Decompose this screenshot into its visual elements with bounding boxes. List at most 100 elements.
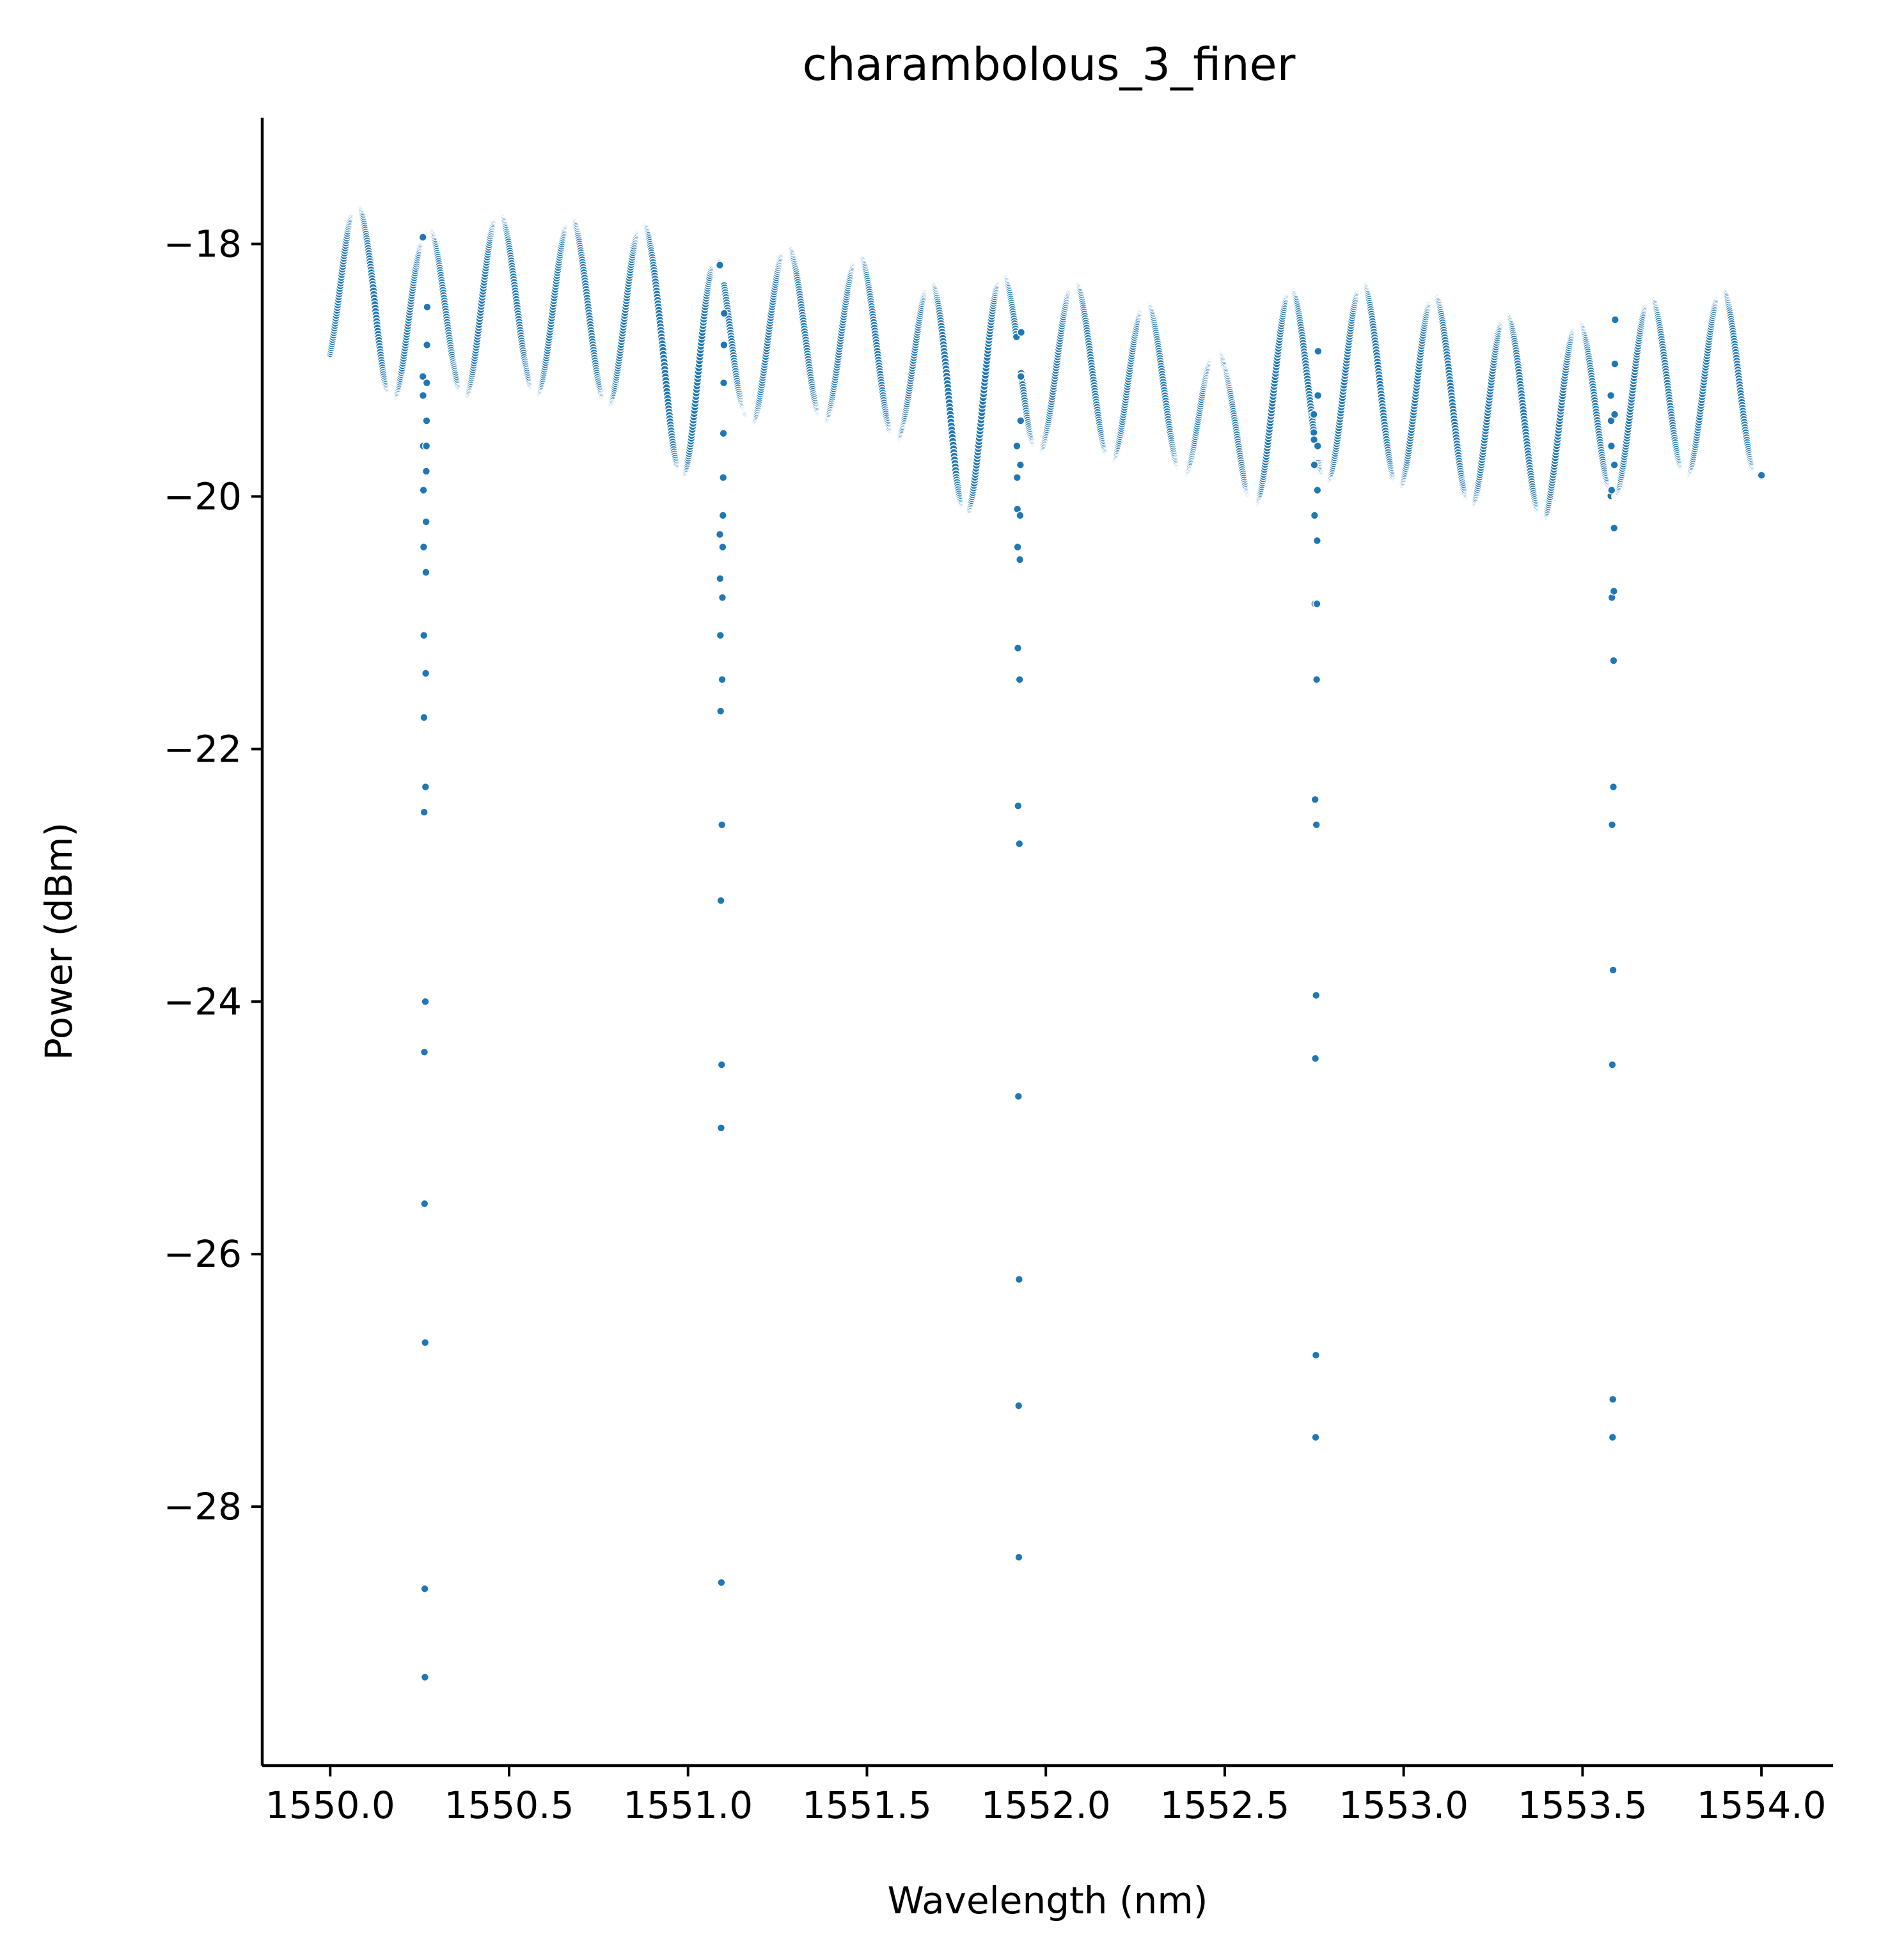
data-point [420, 1199, 429, 1209]
data-point [716, 631, 725, 640]
data-point [420, 1047, 429, 1057]
data-point [1310, 460, 1319, 469]
data-point [1313, 441, 1322, 451]
data-point [421, 997, 430, 1007]
data-point [1014, 1401, 1023, 1410]
data-point [715, 529, 725, 539]
data-point [423, 302, 432, 312]
data-point [1314, 347, 1323, 356]
data-point [418, 391, 428, 400]
data-point [719, 428, 728, 438]
data-point [1309, 410, 1318, 419]
data-point [717, 1578, 726, 1587]
data-point [1313, 485, 1322, 495]
y-tick-label: −26 [164, 1232, 242, 1276]
data-point [1013, 542, 1022, 552]
data-point [718, 542, 727, 552]
data-point [1757, 471, 1766, 480]
data-point [1607, 485, 1616, 495]
data-point [1311, 1351, 1321, 1360]
data-point [718, 675, 727, 684]
data-point [422, 340, 432, 350]
data-point [419, 485, 428, 495]
data-point [1609, 966, 1617, 975]
data-point [717, 820, 727, 829]
data-point [1016, 511, 1025, 520]
data-point [1606, 391, 1616, 400]
x-tick-label: 1552.0 [981, 1784, 1111, 1827]
data-point [1312, 991, 1321, 1000]
y-tick-label: −18 [164, 222, 242, 265]
data-point [1610, 359, 1619, 368]
points-layer [326, 200, 1766, 1682]
data-point [1014, 1092, 1023, 1101]
data-point [422, 378, 432, 388]
data-point [1311, 1432, 1320, 1442]
data-point [1012, 441, 1021, 451]
data-point [1610, 315, 1620, 324]
data-point [717, 1060, 727, 1069]
y-tick-label: −20 [164, 474, 242, 518]
data-point [716, 707, 725, 716]
data-point [719, 378, 728, 388]
data-point [718, 473, 728, 482]
data-point [1309, 428, 1318, 437]
data-point [1310, 795, 1319, 804]
data-point [1312, 820, 1321, 829]
data-point [420, 1673, 430, 1682]
data-point [1610, 460, 1619, 469]
data-point [716, 574, 725, 583]
data-point [1015, 555, 1025, 564]
data-point [1312, 599, 1321, 609]
data-point [718, 593, 727, 602]
data-point [421, 782, 430, 792]
data-point [420, 713, 429, 722]
data-point [1012, 473, 1022, 482]
data-point [716, 896, 725, 906]
data-point [421, 467, 431, 476]
data-point [1310, 511, 1319, 520]
data-point [1609, 523, 1619, 533]
x-tick-label: 1550.5 [445, 1784, 574, 1827]
data-point [421, 669, 430, 678]
data-point [1015, 675, 1024, 684]
data-point [421, 568, 430, 577]
data-point [1312, 675, 1321, 684]
x-tick-label: 1550.0 [265, 1784, 395, 1827]
data-point [1608, 1432, 1617, 1442]
data-point [420, 1338, 430, 1347]
data-point [716, 1124, 726, 1133]
data-point [419, 631, 429, 640]
chart-title: charambolous_3_finer [803, 38, 1296, 91]
data-point [419, 542, 429, 552]
data-point [715, 260, 725, 270]
data-point [1609, 586, 1619, 596]
data-point [718, 511, 728, 520]
data-point [1016, 460, 1025, 469]
data-point [1312, 536, 1322, 545]
x-tick-label: 1551.5 [802, 1784, 932, 1827]
x-tick-label: 1553.0 [1339, 1784, 1468, 1827]
data-point [1310, 1054, 1320, 1063]
data-point [1313, 391, 1323, 400]
data-point [422, 416, 431, 425]
y-axis-label: Power (dBm) [37, 822, 81, 1060]
data-point [1014, 1553, 1023, 1562]
y-tick-label: −22 [164, 727, 242, 771]
data-point [1609, 782, 1618, 792]
data-point [1608, 1395, 1617, 1404]
y-tick-label: −24 [164, 980, 242, 1023]
data-point [720, 309, 729, 318]
y-tick-label: −28 [164, 1485, 242, 1528]
x-tick-label: 1552.5 [1160, 1784, 1289, 1827]
data-point [421, 517, 431, 526]
data-point [418, 233, 428, 242]
data-point [1013, 643, 1023, 653]
data-point [1014, 801, 1023, 810]
data-point [1016, 416, 1025, 425]
data-point [1016, 327, 1026, 337]
x-axis-label: Wavelength (nm) [887, 1879, 1208, 1922]
x-tick-label: 1551.0 [623, 1784, 753, 1827]
